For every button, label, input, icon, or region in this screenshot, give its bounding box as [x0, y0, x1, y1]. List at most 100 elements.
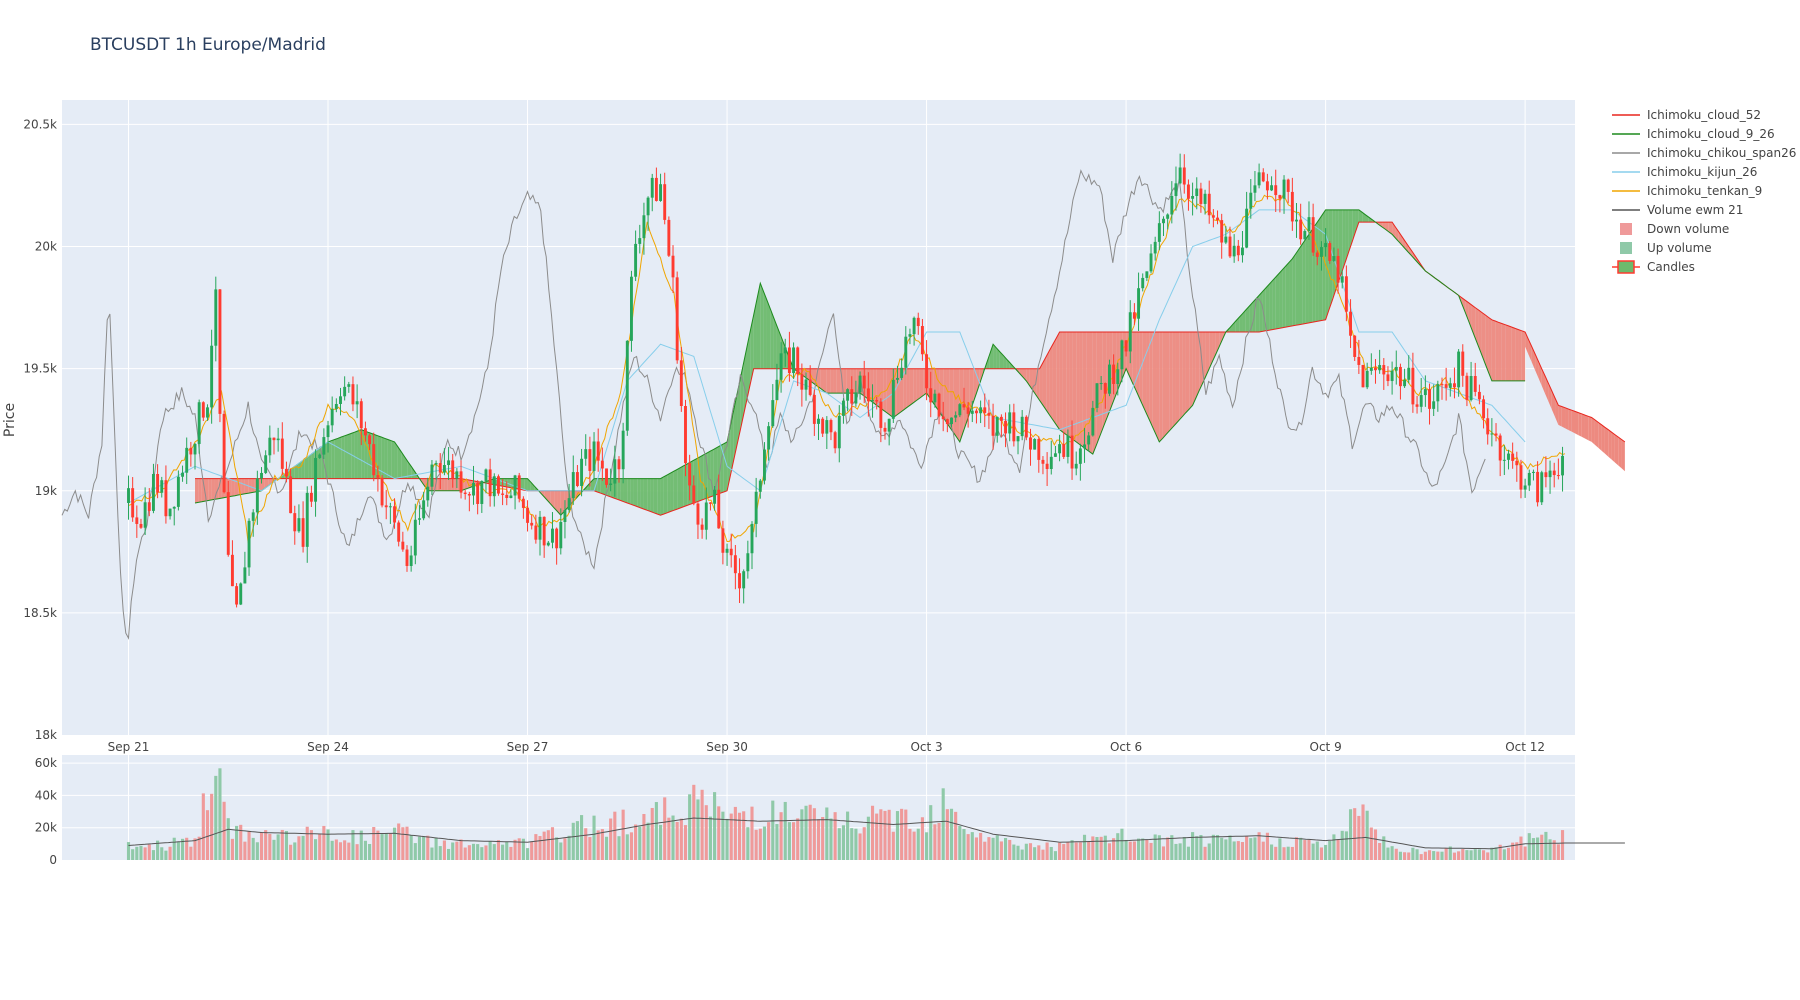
volume-bar [1348, 809, 1353, 860]
volume-bar [359, 830, 363, 860]
volume-bar [131, 849, 135, 860]
volume-bar [891, 831, 895, 860]
cloud-fill-segment [660, 476, 664, 516]
candle-body [214, 289, 218, 346]
candle-body [1561, 455, 1564, 476]
candle-body [763, 449, 766, 481]
volume-bar [617, 836, 621, 860]
candle-body [688, 463, 692, 486]
cloud-fill-segment [441, 478, 445, 491]
candle-body [817, 418, 820, 424]
candle-body [692, 485, 696, 504]
volume-bar [1419, 854, 1423, 860]
candle-body [879, 401, 883, 428]
volume-bar [218, 768, 222, 860]
volume-bar [600, 829, 604, 860]
candle-body [1211, 215, 1215, 218]
candle-body [409, 555, 413, 566]
volume-bar [156, 840, 160, 860]
candle-body [1453, 383, 1456, 388]
volume-bar [289, 844, 293, 860]
candle-body [933, 393, 937, 403]
cloud-fill-segment [1594, 419, 1599, 448]
volume-bar [671, 815, 675, 860]
volume-bar [180, 838, 185, 860]
cloud-fill-segment [1315, 219, 1319, 322]
candle-body [1477, 391, 1481, 400]
candle-body [1303, 231, 1307, 240]
volume-ewm-line [128, 817, 1625, 850]
volume-bar [725, 818, 729, 860]
cloud-fill-segment [1285, 262, 1290, 328]
cloud-fill-segment [1478, 310, 1482, 356]
cloud-fill-segment [723, 441, 728, 492]
candle-body [1153, 241, 1157, 254]
candle-body [999, 416, 1003, 421]
volume-bar [1473, 849, 1477, 860]
volume-bar [1087, 841, 1091, 860]
volume-bar [721, 811, 725, 860]
price-y-tick-label: 20.5k [23, 117, 57, 131]
candle-body [1157, 223, 1161, 242]
volume-bar [405, 826, 409, 860]
volume-bar [621, 809, 625, 860]
volume-bar [1016, 845, 1020, 860]
volume-bar [1444, 848, 1448, 860]
cloud-fill-segment [211, 478, 215, 500]
legend-label: Down volume [1647, 222, 1729, 236]
cloud-fill-segment [1259, 291, 1263, 333]
volume-bar [1427, 850, 1432, 860]
candle-body [1295, 219, 1298, 222]
candle-body [1536, 471, 1540, 503]
cloud-fill-segment [1558, 405, 1562, 427]
volume-bar [1107, 843, 1112, 860]
cloud-fill-segment [1358, 209, 1363, 223]
candle-body [1020, 416, 1024, 437]
volume-bar [484, 845, 488, 860]
cloud-fill-segment [1215, 332, 1220, 354]
x-tick-label: Sep 30 [706, 740, 748, 754]
cloud-fill-segment [1485, 314, 1489, 373]
candle-body [1407, 367, 1411, 380]
volume-bar [530, 841, 534, 860]
volume-bar [1161, 846, 1166, 860]
legend-item: Down volume [1620, 222, 1729, 236]
volume-bar [958, 826, 962, 860]
cloud-fill-segment [1618, 437, 1622, 469]
candle-body [189, 447, 193, 455]
candle-body [891, 379, 895, 419]
volume-bar [1502, 849, 1506, 860]
volume-bar [704, 805, 708, 860]
volume-bar [322, 825, 326, 860]
volume-bar [1257, 832, 1261, 860]
volume-bar [1078, 842, 1082, 860]
cloud-fill-segment [1604, 427, 1609, 457]
volume-bar [1373, 829, 1378, 860]
volume-bar [696, 799, 700, 860]
volume-bar [713, 792, 717, 860]
candle-body [1344, 276, 1348, 312]
candle-body [675, 277, 679, 361]
candle-body [725, 548, 729, 553]
cloud-fill-segment [1185, 332, 1190, 413]
candle-body [796, 347, 800, 375]
cloud-fill-segment [683, 463, 688, 507]
volume-bar [758, 828, 762, 860]
cloud-fill-segment [1059, 332, 1063, 433]
candle-body [1162, 218, 1165, 224]
volume-bar [1340, 830, 1344, 860]
candle-body [958, 404, 962, 416]
candle-body [1087, 435, 1091, 445]
cloud-fill-segment [1282, 266, 1286, 328]
volume-bar [625, 834, 629, 860]
cloud-fill-segment [1242, 310, 1246, 333]
cloud-fill-segment [750, 314, 754, 384]
cloud-fill-segment [943, 368, 947, 423]
legend-item: Ichimoku_kijun_26 [1612, 165, 1757, 179]
candle-body [405, 549, 409, 566]
cloud-fill-segment [1076, 332, 1080, 445]
cloud-fill-segment [816, 368, 821, 389]
volume-bar [1394, 848, 1398, 860]
cloud-fill-segment [1142, 332, 1147, 413]
volume-bar [247, 831, 251, 860]
